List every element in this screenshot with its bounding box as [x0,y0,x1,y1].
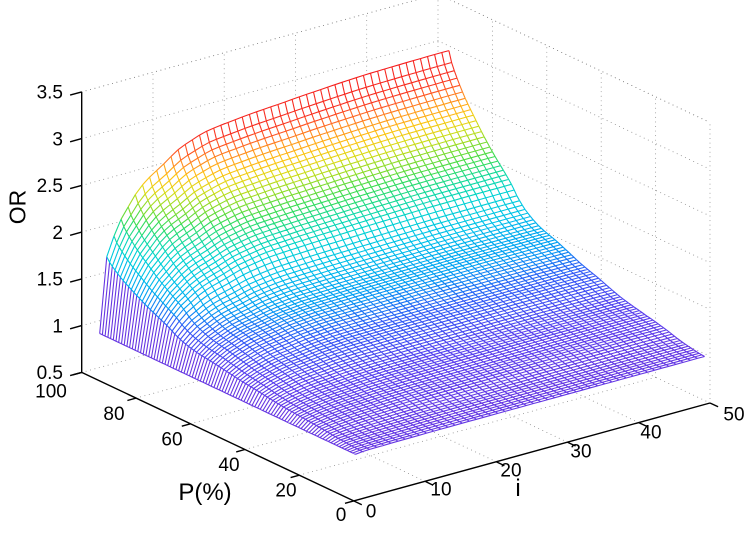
svg-text:P(%): P(%) [178,479,231,506]
svg-text:0.5: 0.5 [37,363,63,384]
svg-text:i: i [515,475,520,502]
svg-text:80: 80 [103,404,124,425]
svg-text:40: 40 [640,422,661,443]
svg-text:100: 100 [35,381,67,402]
svg-text:2.5: 2.5 [37,176,63,197]
svg-text:0: 0 [336,505,347,526]
svg-text:3.5: 3.5 [37,83,63,104]
svg-text:40: 40 [218,455,239,476]
svg-text:1.5: 1.5 [37,270,63,291]
svg-text:30: 30 [570,441,591,462]
svg-text:20: 20 [500,460,521,481]
svg-text:2: 2 [52,223,63,244]
svg-text:3: 3 [52,129,63,150]
svg-text:60: 60 [161,429,182,450]
svg-text:10: 10 [430,479,451,500]
svg-text:0: 0 [366,501,377,522]
svg-text:50: 50 [723,404,744,425]
svg-text:1: 1 [52,316,63,337]
svg-text:OR: OR [5,190,31,225]
svg-text:20: 20 [275,480,296,501]
